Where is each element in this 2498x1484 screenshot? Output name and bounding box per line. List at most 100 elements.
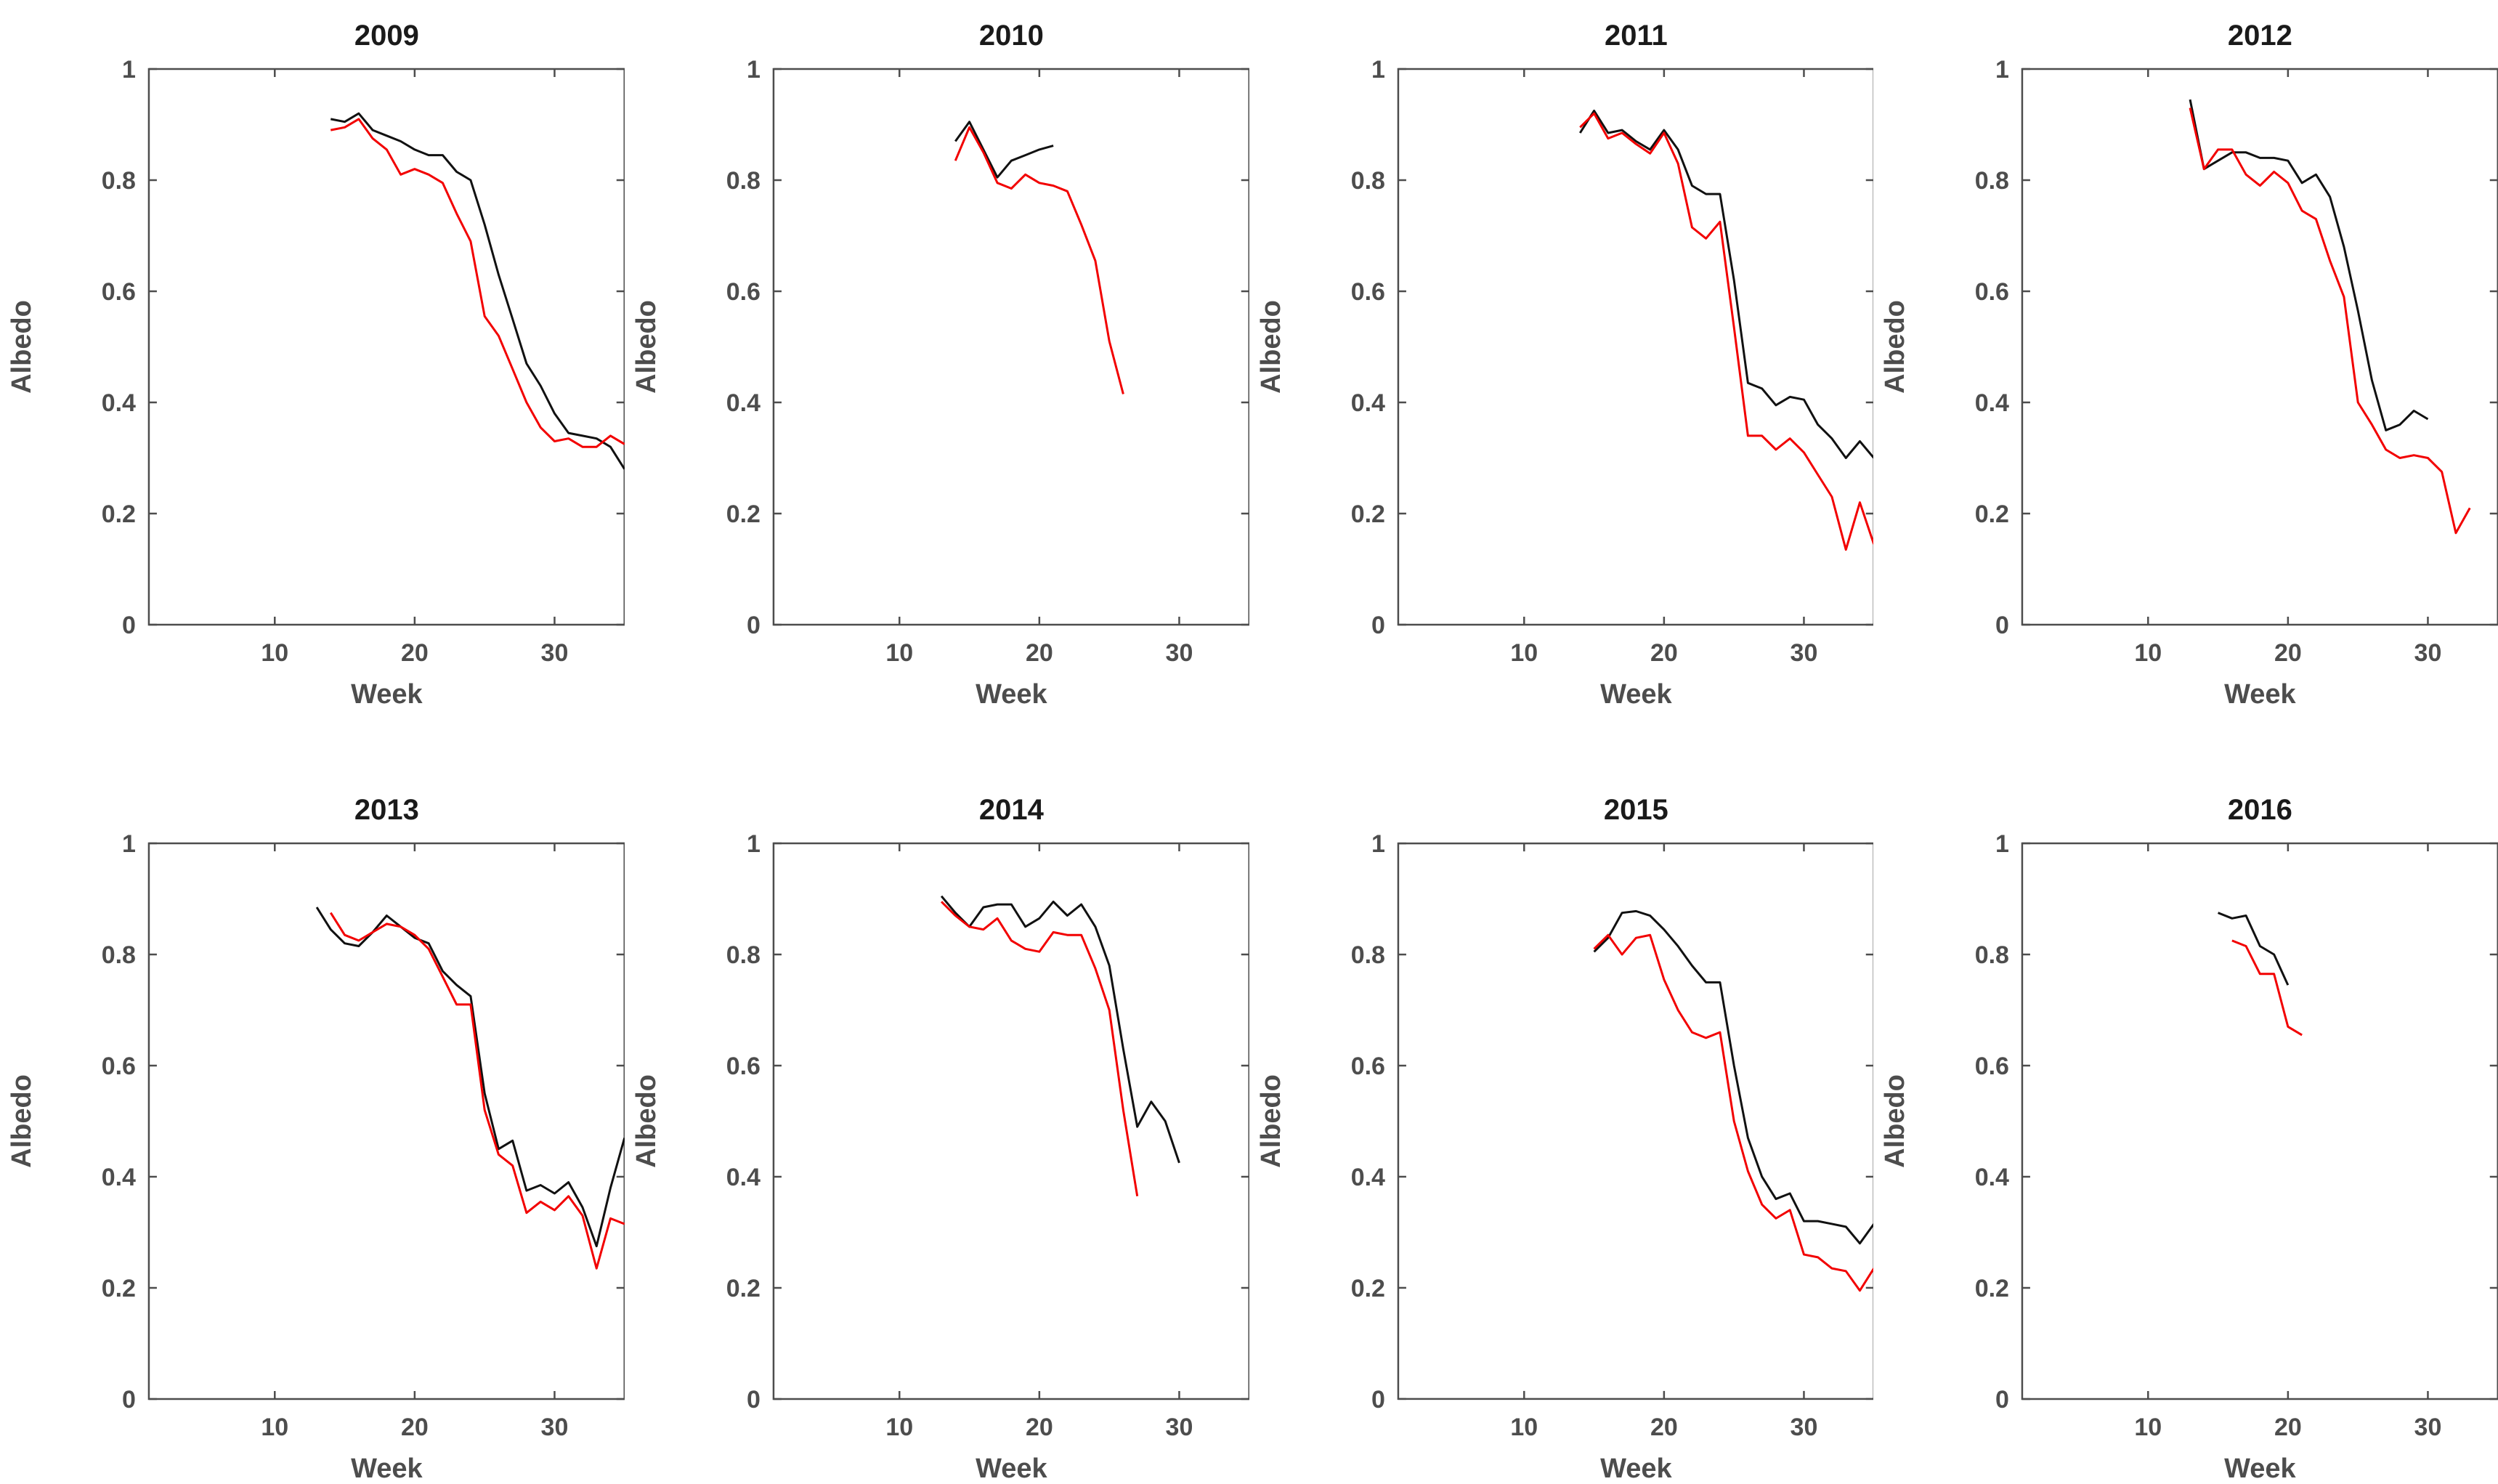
subplot-title: 2013 xyxy=(354,794,419,826)
x-tick-label: 30 xyxy=(1165,639,1193,667)
series-black-line xyxy=(1578,109,1874,459)
y-tick-label: 0.6 xyxy=(1350,1053,1384,1080)
y-tick-label: 1 xyxy=(1371,830,1385,858)
y-axis-label: Albedo xyxy=(1880,300,1910,394)
axes-box xyxy=(2021,842,2498,1400)
x-axis-label: Week xyxy=(2224,679,2296,710)
axes-box xyxy=(1397,68,1874,626)
y-tick-label: 0.8 xyxy=(1975,941,2009,969)
subplot-7: 2016 0 0.2 0.4 0.6 0.8 1 10 20 30 Week Albedo xyxy=(1880,794,2498,1484)
x-axis-label: Week xyxy=(976,679,1047,710)
x-tick-label: 10 xyxy=(1510,1414,1538,1441)
x-tick-label: 30 xyxy=(2414,639,2442,667)
y-tick-label: 1 xyxy=(1995,830,2009,858)
y-axis-label: Albedo xyxy=(7,300,37,394)
series-red-line xyxy=(330,118,625,448)
series-black-line xyxy=(1593,909,1874,1245)
y-tick-label: 0.2 xyxy=(726,1275,760,1302)
y-tick-label: 0.8 xyxy=(1975,167,2009,195)
subplot-title: 2016 xyxy=(2228,794,2292,826)
y-tick-label: 0.2 xyxy=(1975,500,2009,528)
y-tick-label: 0.4 xyxy=(1975,1164,2009,1191)
x-tick-label: 10 xyxy=(885,1414,913,1441)
y-axis-label: Albedo xyxy=(631,300,662,394)
y-tick-label: 0.6 xyxy=(1350,278,1384,306)
subplot-2: 2011 0 0.2 0.4 0.6 0.8 1 10 20 30 Week Albedo xyxy=(1255,20,1874,710)
y-tick-label: 0.6 xyxy=(102,1053,136,1080)
y-tick-label: 0 xyxy=(122,612,136,639)
y-tick-label: 1 xyxy=(747,830,761,858)
series-red-line xyxy=(1593,933,1874,1292)
y-tick-label: 0.2 xyxy=(1350,500,1384,528)
y-tick-label: 0 xyxy=(122,1386,136,1414)
subplot-5: 2014 0 0.2 0.4 0.6 0.8 1 10 20 30 Week Albedo xyxy=(631,794,1249,1484)
x-axis-label: Week xyxy=(1600,679,1672,710)
y-tick-label: 0.6 xyxy=(102,278,136,306)
y-tick-label: 0.6 xyxy=(1975,1053,2009,1080)
x-tick-label: 10 xyxy=(261,1414,288,1441)
series-black-line xyxy=(2218,912,2290,986)
x-tick-label: 20 xyxy=(2274,639,2302,667)
series-black-line xyxy=(940,895,1180,1164)
subplot-title: 2011 xyxy=(1604,20,1667,52)
y-tick-label: 0.4 xyxy=(1350,1164,1384,1191)
series-black-line xyxy=(2189,99,2429,431)
y-tick-label: 0 xyxy=(1371,612,1385,639)
y-tick-label: 0.8 xyxy=(726,941,760,969)
y-axis-label: Albedo xyxy=(631,1074,662,1168)
x-tick-label: 10 xyxy=(2135,1414,2162,1441)
subplot-3: 2012 0 0.2 0.4 0.6 0.8 1 10 20 30 Week Albedo xyxy=(1880,20,2498,710)
subplot-title: 2015 xyxy=(1603,794,1668,826)
x-tick-label: 10 xyxy=(261,639,288,667)
y-tick-label: 1 xyxy=(122,56,136,84)
y-tick-label: 0.8 xyxy=(1350,941,1384,969)
x-tick-label: 10 xyxy=(2135,639,2162,667)
axes-box xyxy=(772,842,1249,1400)
y-tick-label: 0 xyxy=(1995,612,2009,639)
x-axis-label: Week xyxy=(351,679,423,710)
y-tick-label: 0.4 xyxy=(726,389,760,417)
y-axis-label: Albedo xyxy=(1255,300,1286,394)
axes-box xyxy=(147,842,625,1400)
y-tick-label: 0 xyxy=(1371,1386,1385,1414)
y-tick-label: 0.2 xyxy=(726,500,760,528)
series-red-line xyxy=(2189,108,2471,535)
series-red-line xyxy=(1578,112,1874,551)
subplot-6: 2015 0 0.2 0.4 0.6 0.8 1 10 20 30 Week Albedo xyxy=(1255,794,1874,1484)
x-tick-label: 30 xyxy=(541,639,569,667)
x-tick-label: 20 xyxy=(1026,1414,1053,1441)
y-tick-label: 0.2 xyxy=(1350,1275,1384,1302)
subplot-1: 2010 0 0.2 0.4 0.6 0.8 1 10 20 30 Week Albedo xyxy=(631,20,1249,710)
y-tick-label: 0.8 xyxy=(102,941,136,969)
y-tick-label: 0.4 xyxy=(102,1164,136,1191)
x-tick-label: 30 xyxy=(541,1414,569,1441)
series-black-line xyxy=(954,121,1054,179)
x-tick-label: 20 xyxy=(1026,639,1053,667)
y-axis-label: Albedo xyxy=(1880,1074,1910,1168)
y-tick-label: 0.2 xyxy=(1975,1275,2009,1302)
subplot-0: 2009 0 0.2 0.4 0.6 0.8 1 10 20 30 Week Albedo xyxy=(7,20,625,710)
x-axis-label: Week xyxy=(1600,1453,1672,1484)
subplot-4: 2013 0 0.2 0.4 0.6 0.8 1 10 20 30 Week Albedo xyxy=(7,794,625,1484)
y-tick-label: 1 xyxy=(1995,56,2009,84)
y-tick-label: 1 xyxy=(122,830,136,858)
x-tick-label: 30 xyxy=(1790,639,1817,667)
x-tick-label: 20 xyxy=(401,1414,429,1441)
series-black-line xyxy=(330,112,625,470)
y-tick-label: 0.8 xyxy=(1350,167,1384,195)
y-tick-label: 0 xyxy=(747,612,761,639)
x-tick-label: 30 xyxy=(2414,1414,2442,1441)
subplot-title: 2014 xyxy=(979,794,1045,826)
x-tick-label: 30 xyxy=(1165,1414,1193,1441)
series-red-line xyxy=(2231,939,2303,1037)
y-tick-label: 0.8 xyxy=(102,167,136,195)
axes-box xyxy=(2021,68,2498,626)
x-axis-label: Week xyxy=(976,1453,1047,1484)
y-tick-label: 0.6 xyxy=(726,278,760,306)
subplot-title: 2009 xyxy=(354,20,419,52)
y-tick-label: 0 xyxy=(1995,1386,2009,1414)
y-tick-label: 0.6 xyxy=(726,1053,760,1080)
subplot-title: 2012 xyxy=(2228,20,2292,52)
y-tick-label: 1 xyxy=(1371,56,1385,84)
x-axis-label: Week xyxy=(2224,1453,2296,1484)
